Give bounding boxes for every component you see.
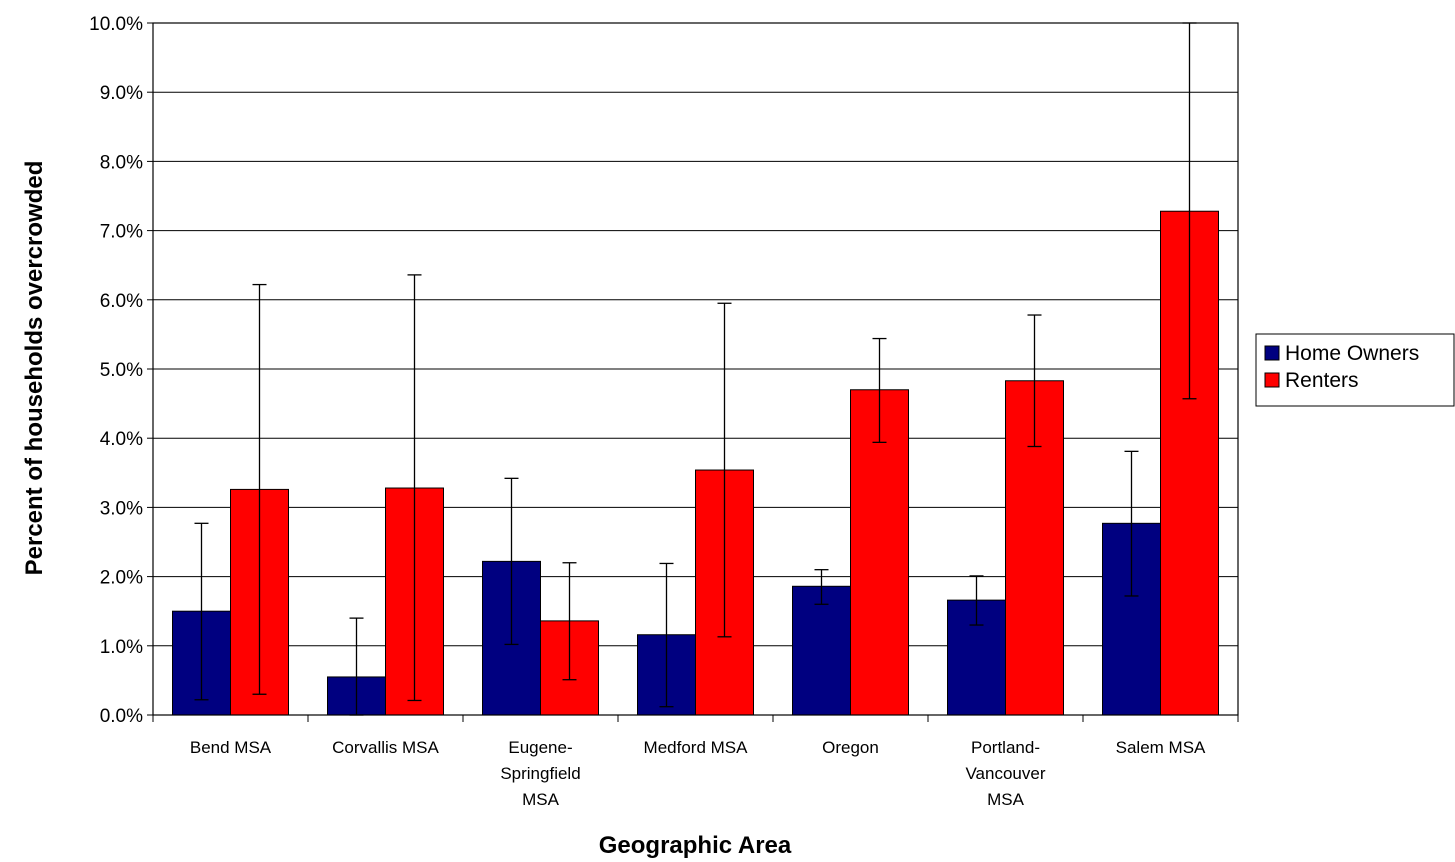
x-tick-label: MSA — [522, 790, 560, 809]
x-tick-label: Bend MSA — [190, 738, 272, 757]
bar-home-owners — [792, 585, 851, 716]
y-tick-label: 9.0% — [100, 83, 143, 104]
y-tick-label: 1.0% — [100, 637, 143, 658]
x-axis-title: Geographic Area — [599, 832, 792, 859]
y-tick-label: 7.0% — [100, 222, 143, 243]
y-tick-label: 2.0% — [100, 568, 143, 589]
legend-box — [1255, 333, 1455, 407]
legend-label: Renters — [1285, 369, 1359, 392]
y-tick-label: 8.0% — [100, 152, 143, 173]
x-tick-label: Medford MSA — [644, 738, 749, 757]
x-tick-label: Oregon — [822, 738, 879, 757]
x-tick-label: Vancouver — [965, 764, 1045, 783]
legend-swatch — [1264, 372, 1280, 388]
y-tick-label: 0.0% — [100, 706, 143, 727]
x-tick-label: Springfield — [500, 764, 580, 783]
x-tick-label: Salem MSA — [1116, 738, 1206, 757]
bar-renters — [850, 389, 909, 716]
x-tick-label: Corvallis MSA — [332, 738, 439, 757]
error-bars — [194, 22, 1197, 716]
plot-area-border — [152, 22, 1239, 716]
x-tick-label: Eugene- — [508, 738, 572, 757]
legend: Home Owners Renters — [1255, 333, 1455, 407]
x-tick-label: MSA — [987, 790, 1025, 809]
y-tick-label: 6.0% — [100, 291, 143, 312]
axes: 0.0% 1.0% 2.0% 3.0% 4.0% 5.0% 6.0% 7.0% 8.0% 9.0%… — [89, 14, 1239, 809]
y-tick-label: 4.0% — [100, 429, 143, 450]
y-axis-title: Percent of households overcrowded — [21, 161, 48, 576]
x-tick-label: Portland- — [971, 738, 1040, 757]
legend-label: Home Owners — [1285, 342, 1419, 365]
legend-swatch — [1264, 345, 1280, 361]
y-tick-label: 5.0% — [100, 360, 143, 381]
y-tick-label: 10.0% — [89, 14, 143, 35]
bars — [172, 210, 1219, 716]
y-tick-label: 3.0% — [100, 498, 143, 519]
